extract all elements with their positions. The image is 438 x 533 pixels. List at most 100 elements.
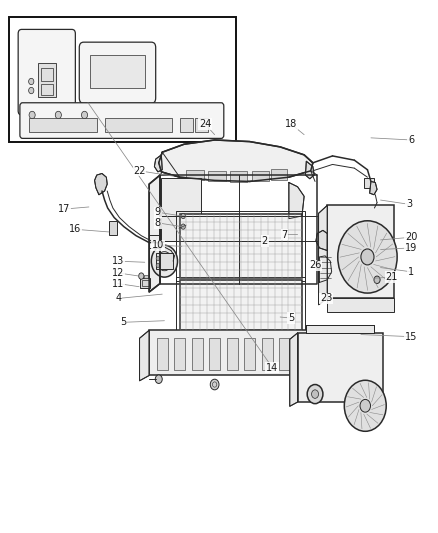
Polygon shape	[316, 230, 327, 251]
Polygon shape	[305, 161, 314, 179]
Polygon shape	[306, 325, 374, 333]
Circle shape	[28, 78, 34, 85]
Text: 20: 20	[405, 232, 417, 243]
Bar	[252, 171, 269, 181]
Bar	[272, 169, 287, 180]
Text: 11: 11	[112, 279, 124, 288]
Text: 3: 3	[406, 199, 412, 209]
FancyBboxPatch shape	[18, 29, 75, 115]
Bar	[297, 338, 307, 370]
Circle shape	[55, 111, 61, 119]
Circle shape	[151, 245, 177, 277]
Bar	[327, 298, 394, 312]
Text: 10: 10	[152, 240, 164, 250]
Polygon shape	[370, 181, 377, 195]
Text: 5: 5	[120, 317, 126, 327]
Text: 1: 1	[408, 267, 414, 277]
Polygon shape	[159, 140, 313, 181]
Bar	[192, 338, 203, 370]
Bar	[180, 118, 193, 132]
Bar	[141, 278, 150, 288]
Text: 12: 12	[112, 268, 124, 278]
Polygon shape	[95, 173, 107, 195]
Circle shape	[155, 375, 162, 383]
Polygon shape	[318, 205, 327, 305]
Text: 6: 6	[408, 135, 414, 145]
Bar	[180, 280, 302, 330]
FancyBboxPatch shape	[20, 103, 224, 139]
Bar	[195, 118, 208, 132]
Text: 24: 24	[199, 119, 211, 129]
Text: 21: 21	[385, 272, 398, 282]
Circle shape	[181, 213, 185, 219]
Circle shape	[81, 111, 88, 119]
Text: 15: 15	[405, 332, 417, 342]
Bar	[297, 333, 383, 402]
Bar	[155, 253, 173, 269]
Circle shape	[361, 249, 374, 265]
Text: 18: 18	[285, 119, 297, 129]
Text: 14: 14	[266, 362, 279, 373]
Polygon shape	[140, 330, 149, 381]
FancyBboxPatch shape	[79, 42, 155, 103]
Text: 7: 7	[281, 230, 288, 240]
Bar	[109, 221, 117, 235]
Bar	[227, 338, 238, 370]
Circle shape	[374, 276, 380, 284]
Bar	[149, 330, 321, 375]
Text: 26: 26	[309, 261, 321, 270]
Bar	[38, 63, 56, 98]
Bar	[244, 338, 255, 370]
Bar	[186, 169, 204, 180]
Bar	[105, 118, 172, 132]
Bar	[174, 338, 185, 370]
Text: 16: 16	[69, 224, 81, 235]
Circle shape	[156, 252, 172, 271]
Bar	[157, 338, 168, 370]
Bar	[209, 338, 220, 370]
Bar	[176, 277, 305, 333]
Bar	[41, 84, 53, 95]
Bar	[364, 178, 374, 188]
Polygon shape	[149, 175, 160, 292]
Bar	[327, 205, 394, 298]
Circle shape	[156, 256, 159, 261]
Bar	[176, 211, 305, 281]
Circle shape	[311, 390, 318, 398]
Circle shape	[29, 111, 35, 119]
Polygon shape	[290, 333, 297, 406]
Bar	[142, 280, 149, 286]
Circle shape	[360, 399, 371, 412]
Bar	[90, 55, 145, 88]
Bar	[279, 338, 290, 370]
Bar	[230, 171, 247, 182]
Bar	[10, 17, 237, 142]
Bar	[144, 275, 148, 278]
Text: 22: 22	[133, 166, 146, 176]
Polygon shape	[319, 256, 332, 282]
Circle shape	[338, 221, 397, 293]
Bar	[161, 178, 201, 241]
Text: 5: 5	[288, 313, 294, 323]
Text: 13: 13	[112, 256, 124, 266]
Bar	[262, 338, 273, 370]
Circle shape	[307, 384, 323, 403]
Circle shape	[156, 263, 159, 268]
Polygon shape	[289, 182, 304, 219]
Bar	[180, 214, 302, 278]
Circle shape	[210, 379, 219, 390]
Text: 2: 2	[262, 236, 268, 246]
Text: 19: 19	[405, 243, 417, 253]
Text: 8: 8	[155, 218, 161, 228]
Bar	[29, 118, 97, 132]
Bar	[208, 171, 226, 181]
Text: 17: 17	[58, 204, 70, 214]
Circle shape	[139, 273, 144, 279]
Polygon shape	[154, 155, 162, 172]
Text: 23: 23	[320, 293, 332, 303]
Circle shape	[344, 380, 386, 431]
Text: 4: 4	[116, 293, 122, 303]
Circle shape	[28, 87, 34, 94]
Circle shape	[181, 224, 185, 229]
Text: 9: 9	[155, 207, 161, 217]
